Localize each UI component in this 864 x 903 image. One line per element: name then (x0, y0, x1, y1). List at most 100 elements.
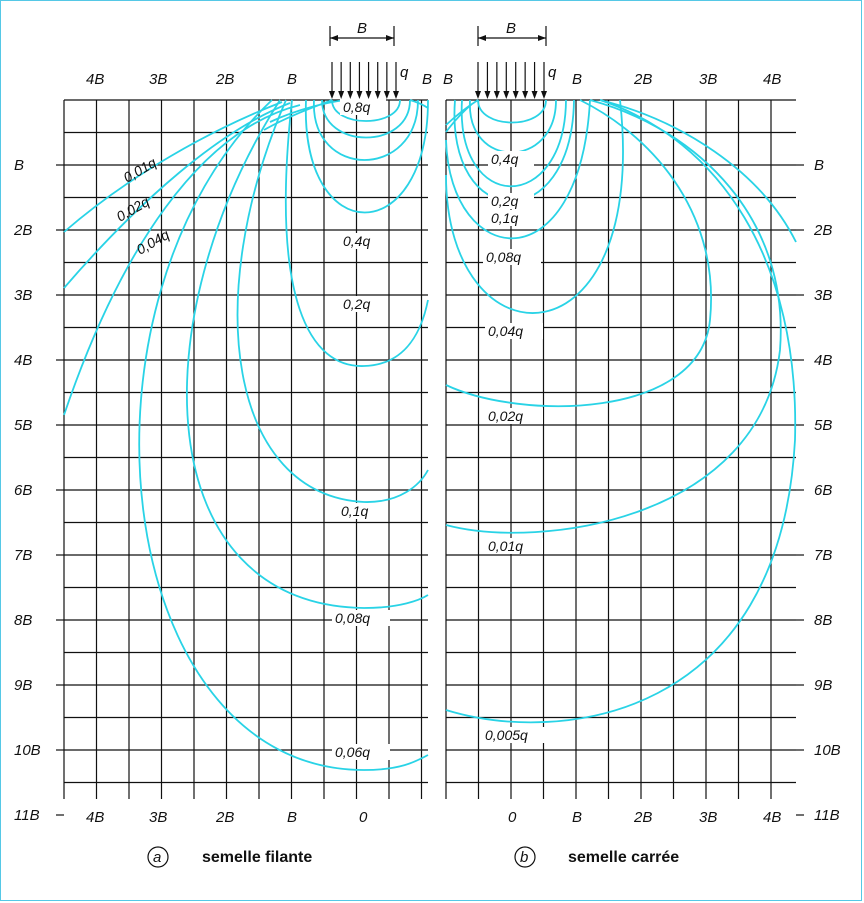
isobar-0.04q-right (445, 99, 624, 314)
isobar-0.06q-left (138, 99, 429, 771)
isobar-label: 0,02q (488, 408, 523, 424)
depth-tick: 4B (814, 352, 832, 369)
depth-tick: 2B (813, 222, 832, 239)
left-load-label: q (400, 64, 409, 81)
left-bottom-tick: 2B (215, 809, 234, 826)
right-top-tick: 4B (763, 71, 781, 88)
isobar-0.04q-left (63, 104, 301, 416)
load-arrowhead (329, 91, 335, 99)
isobar-label: 0,8q (343, 99, 370, 115)
depth-tick: 3B (814, 287, 832, 304)
depth-tick: 10B (14, 742, 41, 759)
right-bottom-tick: 2B (633, 809, 652, 826)
right-bottom-tick: 3B (699, 809, 717, 826)
isobar-0.1q-left (236, 99, 429, 503)
right-load-arrows (475, 62, 547, 99)
right-bottom-tick: 4B (763, 809, 781, 826)
left-bottom-tick: 3B (149, 809, 167, 826)
caption-letter: b (520, 849, 528, 866)
load-arrowhead (383, 91, 390, 99)
isobar-0.02q-right (445, 99, 712, 408)
depth-tick: 8B (14, 612, 32, 629)
right-bottom-tick: 0 (508, 809, 517, 826)
isobar-0.01q-right (445, 99, 782, 534)
caption-a: a semelle filante (147, 846, 312, 868)
isobar-0.2q-left (285, 99, 429, 367)
load-arrowhead (484, 91, 491, 99)
load-arrowhead (338, 91, 345, 99)
right-load-label: q (548, 64, 557, 81)
load-arrowhead (541, 91, 547, 99)
left-isobars (63, 99, 429, 771)
right-footing: B q (475, 20, 557, 99)
isobar-0.2q-right (460, 99, 567, 187)
isobar-label: 0,06q (335, 744, 370, 760)
fan-right (445, 99, 479, 133)
isobar-label: 0,04q (488, 323, 523, 339)
depth-tick: 10B (814, 742, 841, 759)
left-depth-ticks: B 2B 3B 4B 5B 6B 7B 8B 9B 10B 11B (13, 157, 64, 824)
isobar-0.005q-right (445, 99, 797, 724)
load-arrowhead (493, 91, 500, 99)
isobar-label: 0,4q (491, 151, 518, 167)
caption-b: b semelle carrée (514, 846, 679, 868)
depth-tick: 5B (814, 417, 832, 434)
isobar-0.4q-left (305, 99, 429, 214)
left-top-tick: 3B (149, 71, 167, 88)
left-footing: B q (329, 20, 409, 99)
depth-tick: B (14, 157, 24, 174)
isobar-0.08q-left (186, 99, 429, 609)
isobar-label: 0,08q (486, 249, 521, 265)
isobar-0.8q-left (331, 99, 401, 122)
depth-tick: 5B (14, 417, 32, 434)
right-bottom-tick: B (572, 809, 582, 826)
isobar-label: 0,4q (343, 233, 370, 249)
left-load-arrows (329, 62, 399, 99)
depth-tick: 6B (14, 482, 32, 499)
depth-tick: 8B (814, 612, 832, 629)
isobar-label: 0,01q (488, 538, 523, 554)
load-arrowhead (531, 91, 538, 99)
isobar-0.02q-left (63, 102, 291, 289)
load-arrowhead (365, 91, 372, 99)
right-top-tick: B (572, 71, 582, 88)
load-arrowhead (356, 91, 363, 99)
depth-tick: 11B (814, 807, 840, 824)
depth-tick: 7B (814, 547, 832, 564)
depth-tick: 11B (14, 807, 40, 824)
caption-text: semelle carrée (568, 849, 679, 866)
isobar-0.01q-left (63, 101, 283, 233)
left-top-tick: B (422, 71, 432, 88)
left-bottom-tick: 0 (359, 809, 368, 826)
load-arrowhead (393, 91, 399, 99)
left-width-label: B (357, 20, 367, 37)
left-top-tick: 2B (215, 71, 234, 88)
isobar-outer-right (599, 99, 797, 243)
isobar-label: 0,005q (485, 727, 528, 743)
depth-tick: B (814, 157, 824, 174)
isobar-inner-1-right (477, 99, 547, 124)
load-arrowhead (512, 91, 519, 99)
caption-text: semelle filante (202, 849, 312, 866)
caption-letter: a (153, 849, 161, 866)
depth-tick: 6B (814, 482, 832, 499)
isobar-label: 0,08q (335, 610, 370, 626)
load-arrowhead (374, 91, 381, 99)
right-top-tick: B (443, 71, 453, 88)
right-width-label: B (506, 20, 516, 37)
load-arrowhead (475, 91, 481, 99)
right-top-tick: 3B (699, 71, 717, 88)
isobar-label: 0,04q (134, 226, 173, 257)
depth-tick: 9B (14, 677, 32, 694)
load-arrowhead (503, 91, 510, 99)
isobar-label: 0,2q (343, 296, 370, 312)
isobar-label: 0,2q (491, 193, 518, 209)
left-isobar-labels: 0,8q 0,4q 0,2q 0,1q 0,08q 0,06q 0,01q 0,… (114, 99, 390, 760)
depth-tick: 2B (13, 222, 32, 239)
isobar-label: 0,1q (491, 210, 518, 226)
depth-tick: 4B (14, 352, 32, 369)
right-grid (445, 99, 796, 799)
isobar-label: 0,1q (341, 503, 368, 519)
